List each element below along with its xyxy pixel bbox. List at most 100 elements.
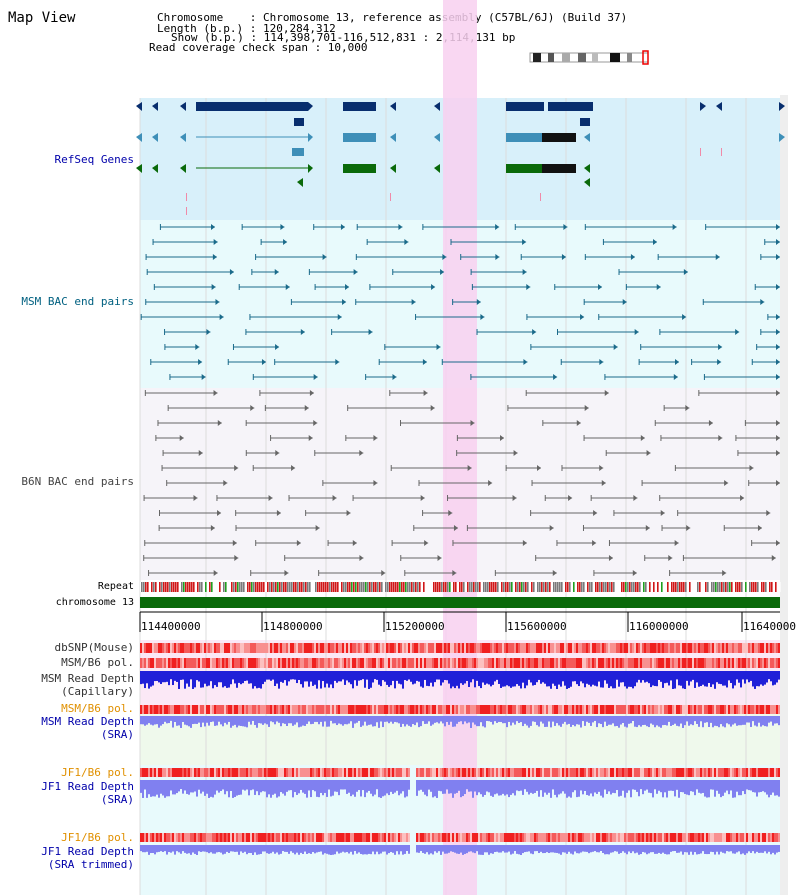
repeat-mark	[309, 582, 311, 592]
pol-mark	[660, 705, 662, 714]
pol-mark	[366, 658, 368, 668]
pol-mark	[470, 705, 472, 714]
bac-end-arrow	[392, 374, 397, 380]
depth-bar	[262, 671, 264, 685]
depth-bar	[182, 671, 184, 680]
pol-mark	[244, 768, 246, 777]
pol-mark	[468, 705, 470, 714]
pol-mark	[352, 833, 354, 842]
pol-mark	[720, 643, 722, 653]
depth-bar	[216, 671, 218, 687]
pol-mark	[328, 768, 330, 777]
pol-mark	[166, 658, 168, 668]
pol-mark	[234, 658, 236, 668]
pol-mark	[186, 705, 188, 714]
pol-mark	[426, 833, 428, 842]
depth-bar	[326, 845, 328, 854]
depth-bar	[684, 845, 686, 853]
repeat-track[interactable]	[140, 582, 781, 592]
repeat-mark	[615, 582, 617, 592]
repeat-mark	[397, 582, 399, 592]
repeat-mark	[465, 582, 467, 592]
repeat-mark	[471, 582, 473, 592]
depth-bar	[266, 716, 268, 725]
depth-bar	[230, 716, 232, 728]
depth-bar	[538, 671, 540, 680]
depth-bar	[718, 845, 720, 855]
depth-bar	[736, 716, 738, 726]
pol-mark	[526, 833, 528, 842]
depth-bar	[528, 671, 530, 680]
pol-mark	[266, 833, 268, 842]
bac-end-arrow	[381, 570, 386, 576]
highlight-region[interactable]	[443, 0, 477, 895]
pol-mark	[530, 833, 532, 842]
depth-bar	[260, 671, 262, 689]
pol-mark	[622, 768, 624, 777]
depth-bar	[284, 780, 286, 796]
depth-bar	[702, 780, 704, 793]
pol-mark	[540, 658, 542, 668]
pol-mark	[638, 768, 640, 777]
pol-mark	[560, 658, 562, 668]
depth-bar	[228, 716, 230, 722]
depth-bar	[408, 671, 410, 680]
pol-mark	[196, 658, 198, 668]
depth-bar	[762, 671, 764, 686]
pol-mark	[680, 705, 682, 714]
depth-bar	[714, 671, 716, 689]
pol-mark	[586, 705, 588, 714]
pol-mark	[526, 643, 528, 653]
depth-bar	[648, 780, 650, 793]
repeat-mark	[643, 582, 645, 592]
repeat-mark	[403, 582, 405, 592]
depth-bar	[544, 671, 546, 684]
depth-bar	[664, 671, 666, 684]
depth-bar	[478, 845, 480, 855]
pol-mark	[220, 833, 222, 842]
repeat-mark	[237, 582, 239, 592]
pol-mark	[736, 705, 738, 714]
pol-mark	[772, 658, 774, 668]
pol-mark	[300, 705, 302, 714]
refseq-genes[interactable]	[136, 102, 785, 215]
pol-mark	[676, 705, 678, 714]
pol-mark	[274, 768, 276, 777]
coverage-tracks[interactable]	[140, 643, 780, 855]
pol-mark	[254, 833, 256, 842]
bac-end-arrow	[634, 329, 639, 335]
depth-bar	[542, 845, 544, 854]
pol-mark	[724, 833, 726, 842]
pol-mark	[640, 643, 642, 653]
depth-bar	[254, 780, 256, 795]
pol-mark	[304, 705, 306, 714]
bac-end-arrow	[563, 224, 568, 230]
pol-mark	[384, 658, 386, 668]
pol-mark	[278, 768, 280, 777]
msm-bac-pairs[interactable]	[140, 224, 780, 380]
pol-mark	[488, 705, 490, 714]
pol-mark	[500, 833, 502, 842]
pol-mark	[656, 768, 658, 777]
chromosome-bar[interactable]	[140, 597, 780, 608]
pol-mark	[258, 833, 260, 842]
depth-bar	[290, 845, 292, 852]
chromosome-ideogram[interactable]	[529, 50, 649, 65]
depth-bar	[532, 671, 534, 686]
bac-end-arrow	[304, 405, 309, 411]
b6n-bac-pairs[interactable]	[143, 390, 780, 576]
pol-mark	[280, 643, 282, 653]
depth-bar	[288, 780, 290, 791]
depth-bar	[764, 671, 766, 685]
depth-bar	[532, 780, 534, 794]
pol-mark	[184, 768, 186, 777]
depth-bar	[546, 845, 548, 853]
depth-bar	[612, 716, 614, 724]
pol-mark	[688, 768, 690, 777]
depth-bar	[594, 845, 596, 852]
pol-mark	[670, 768, 672, 777]
depth-bar	[716, 716, 718, 727]
depth-bar	[694, 716, 696, 722]
pol-mark	[570, 833, 572, 842]
pol-mark	[548, 768, 550, 777]
